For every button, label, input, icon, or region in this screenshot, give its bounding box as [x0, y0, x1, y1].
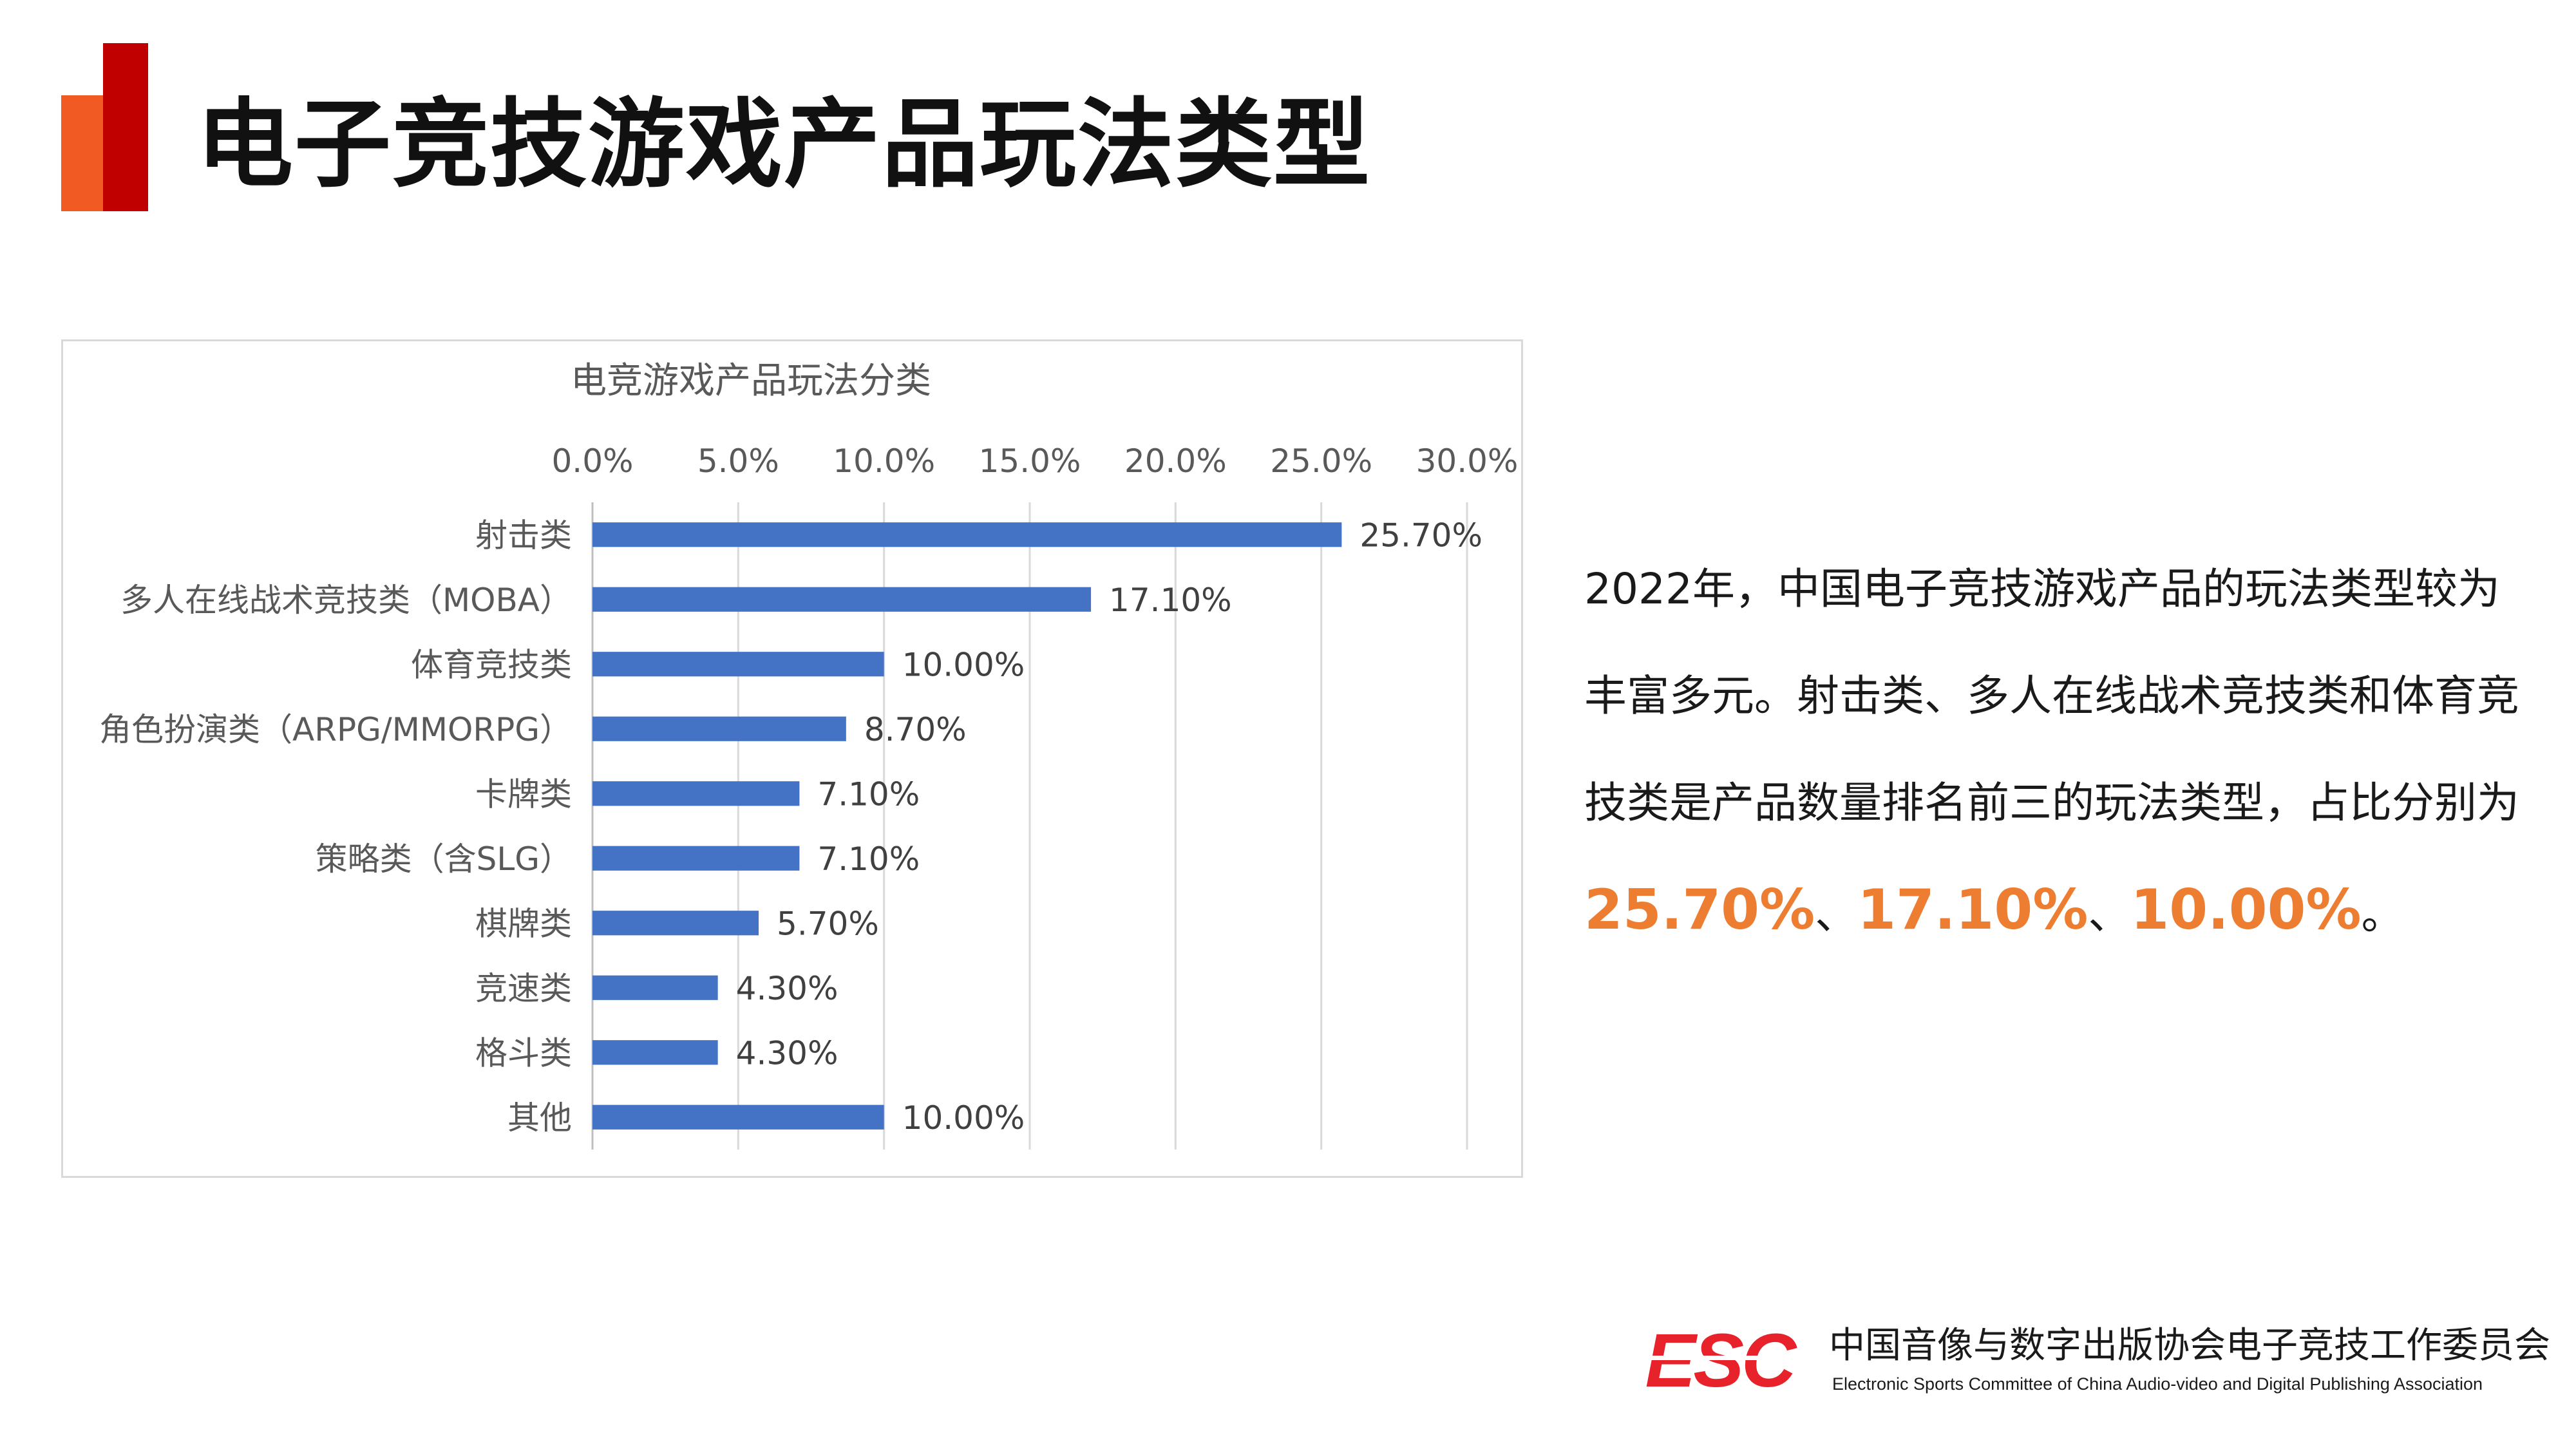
- summary-separator: 、: [2088, 889, 2131, 939]
- category-label: 其他: [507, 1099, 572, 1137]
- data-label: 10.00%: [902, 646, 1025, 683]
- category-label: 卡牌类: [475, 775, 572, 813]
- highlight-moba-share: 17.10%: [1857, 878, 2088, 942]
- x-tick-label: 10.0%: [833, 442, 935, 480]
- bars: [592, 522, 1342, 1130]
- accent-bar-red: [103, 43, 148, 211]
- data-label: 25.70%: [1359, 516, 1482, 554]
- summary-separator: 、: [1815, 889, 1858, 939]
- bar: [592, 1040, 718, 1065]
- bar: [592, 781, 800, 806]
- highlight-shooter-share: 25.70%: [1584, 878, 1815, 942]
- org-name-cn: 中国音像与数字出版协会电子竞技工作委员会: [1829, 1325, 2550, 1367]
- data-label: 4.30%: [736, 1034, 838, 1072]
- data-labels: 25.70% 17.10% 10.00% 8.70% 7.10% 7.10% 5.70% 4.…: [736, 516, 1482, 1137]
- esc-logo: ESC: [1629, 1330, 1810, 1394]
- logo-stripe: [1629, 1356, 1810, 1360]
- x-tick-label: 25.0%: [1270, 442, 1372, 480]
- accent-bar-orange: [61, 95, 108, 211]
- data-label: 10.00%: [902, 1099, 1025, 1137]
- category-label: 格斗类: [475, 1034, 572, 1072]
- bar: [592, 652, 884, 677]
- bar: [592, 911, 759, 936]
- chart-frame: 电竞游戏产品玩法分类 0.0% 5.0% 10.0% 15.0% 20.0% 25.0% 3…: [61, 339, 1523, 1178]
- data-label: 7.10%: [817, 840, 920, 878]
- x-tick-label: 20.0%: [1124, 442, 1227, 480]
- category-label: 竞速类: [475, 970, 572, 1007]
- bar: [592, 522, 1342, 547]
- bar-chart: 电竞游戏产品玩法分类 0.0% 5.0% 10.0% 15.0% 20.0% 25.0% 3…: [99, 360, 1518, 1150]
- logo-text: ESC: [1645, 1330, 1797, 1394]
- category-label: 角色扮演类（ARPG/MMORPG）: [99, 711, 572, 748]
- x-axis-ticks: 0.0% 5.0% 10.0% 15.0% 20.0% 25.0% 30.0%: [551, 442, 1518, 480]
- page-title: 电子竞技游戏产品玩法类型: [196, 89, 1372, 201]
- category-label: 体育竞技类: [411, 646, 572, 683]
- bar: [592, 975, 718, 1000]
- bar: [592, 1104, 884, 1130]
- category-label: 策略类（含SLG）: [316, 840, 572, 878]
- x-tick-label: 5.0%: [697, 442, 779, 480]
- data-label: 5.70%: [777, 905, 879, 942]
- summary-text: 2022年，中国电子竞技游戏产品的玩法类型较为丰富多元。射击类、多人在线战术竞技…: [1584, 536, 2537, 968]
- bar: [592, 846, 800, 871]
- x-tick-label: 0.0%: [551, 442, 633, 480]
- data-label: 4.30%: [736, 970, 838, 1007]
- highlight-sports-share: 10.00%: [2130, 878, 2362, 942]
- org-name-en: Electronic Sports Committee of China Aud…: [1832, 1374, 2483, 1394]
- x-tick-label: 15.0%: [979, 442, 1081, 480]
- category-label: 多人在线战术竞技类（MOBA）: [120, 582, 572, 619]
- category-label: 射击类: [475, 516, 572, 554]
- bar: [592, 587, 1092, 612]
- bar: [592, 716, 846, 741]
- x-tick-label: 30.0%: [1416, 442, 1519, 480]
- category-label: 棋牌类: [475, 905, 572, 942]
- data-label: 17.10%: [1109, 582, 1232, 619]
- summary-end: 。: [2361, 889, 2404, 939]
- data-label: 8.70%: [864, 711, 967, 748]
- summary-body: 2022年，中国电子竞技游戏产品的玩法类型较为丰富多元。射击类、多人在线战术竞技…: [1584, 564, 2519, 828]
- chart-title: 电竞游戏产品玩法分类: [571, 360, 931, 402]
- data-label: 7.10%: [817, 775, 920, 813]
